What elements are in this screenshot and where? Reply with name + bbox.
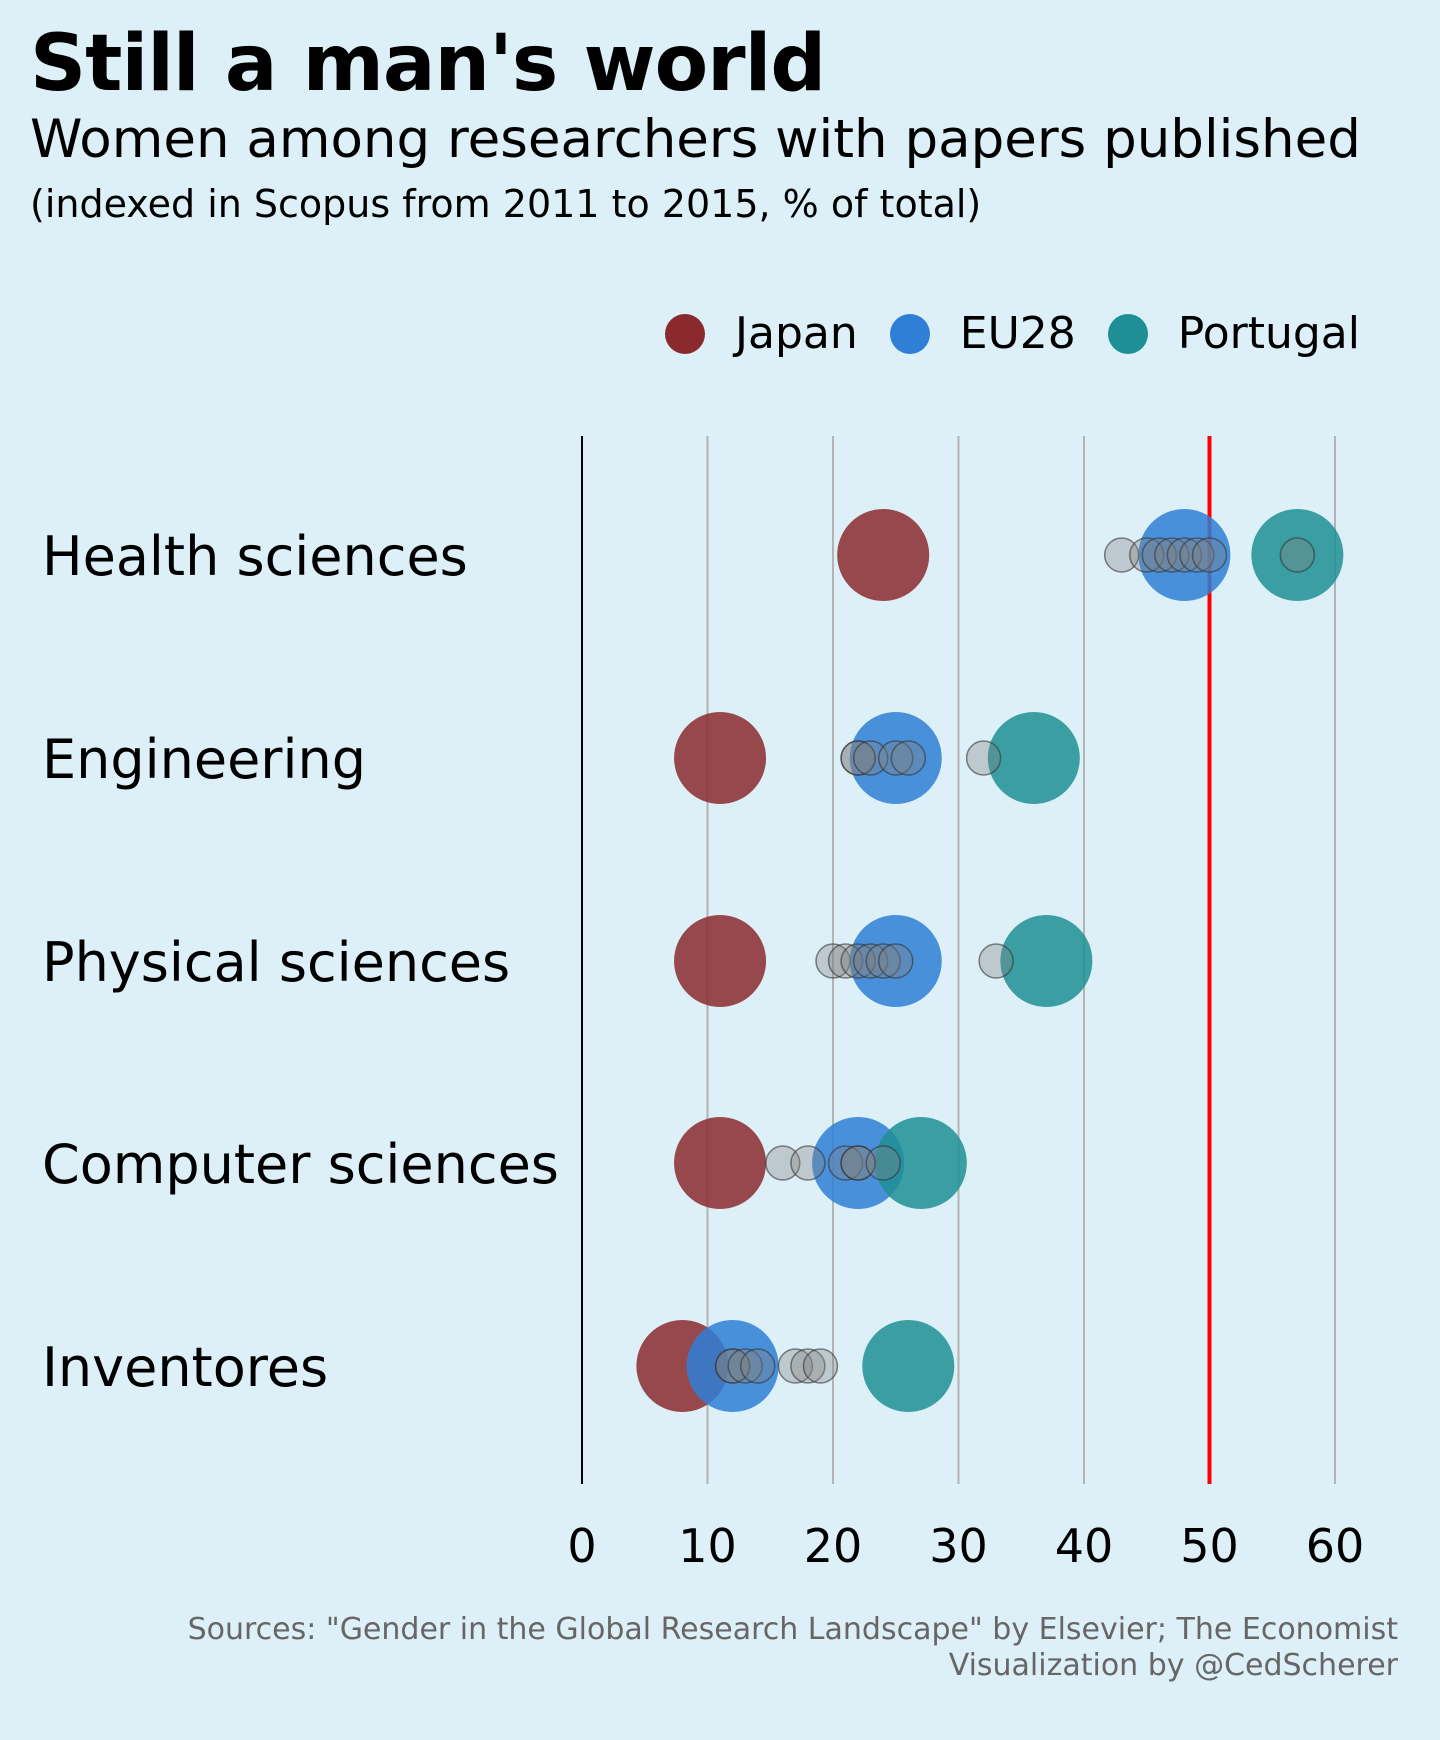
dot-other-3-5 (865, 1145, 901, 1181)
dot-japan-1 (674, 712, 767, 804)
dot-other-0-2 (1141, 537, 1178, 573)
x-tick-label-10: 10 (678, 1519, 737, 1573)
x-tick-label-60: 60 (1306, 1519, 1365, 1573)
dot-other-3-0 (765, 1145, 801, 1181)
dot-eu28-4 (686, 1320, 779, 1412)
dot-other-4-5 (790, 1348, 826, 1384)
dot-other-0-4 (1166, 537, 1203, 573)
dot-portugal-1 (987, 712, 1080, 804)
x-tick-label-0: 0 (567, 1519, 596, 1573)
dot-other-0-3 (1154, 537, 1190, 573)
dot-other-1-5 (965, 740, 1002, 776)
dot-japan-0 (837, 509, 930, 601)
dot-other-4-3 (739, 1348, 776, 1384)
legend-swatch-eu28 (889, 313, 930, 354)
legend-item-eu28: EU28 (889, 308, 1076, 359)
legend-item-japan: Japan (665, 308, 858, 359)
x-tick-label-40: 40 (1055, 1519, 1114, 1573)
dot-chart: 0 10 20 30 40 50 60 Health sciences Engineering P… (42, 436, 1365, 1573)
dot-other-0-0 (1103, 537, 1140, 573)
chart-title: Still a man's world (30, 19, 826, 109)
caption-credit: Visualization by @CedScherer (948, 1648, 1398, 1683)
chart-subtitle: Women among researchers with papers publ… (30, 109, 1361, 170)
x-tick-label-30: 30 (929, 1519, 988, 1573)
category-label-0: Health sciences (42, 525, 468, 588)
dot-other-3-2 (827, 1145, 864, 1181)
dot-other-2-0 (815, 943, 851, 979)
chart-note: (indexed in Scopus from 2011 to 2015, % … (30, 182, 982, 226)
dot-portugal-2 (1000, 915, 1093, 1007)
dot-other-3-1 (790, 1145, 826, 1181)
dot-other-2-4 (865, 943, 901, 979)
dot-portugal-4 (862, 1320, 955, 1412)
dot-other-1-1 (840, 740, 876, 776)
legend-item-portugal: Portugal (1107, 308, 1360, 359)
caption-sources: Sources: "Gender in the Global Research … (187, 1612, 1398, 1647)
dot-other-4-1 (714, 1348, 751, 1384)
legend-swatch-portugal (1107, 313, 1148, 354)
dot-other-4-4 (777, 1348, 814, 1384)
dot-eu28-2 (849, 915, 942, 1007)
dot-portugal-3 (874, 1117, 967, 1209)
dot-other-2-6 (978, 943, 1014, 979)
dot-japan-2 (674, 915, 767, 1007)
caption: Sources: "Gender in the Global Research … (188, 1612, 1398, 1684)
category-label-4: Inventores (42, 1336, 328, 1399)
category-label-3: Computer sciences (42, 1133, 559, 1196)
dot-other-1-3 (878, 740, 914, 776)
legend-label-portugal: Portugal (1177, 308, 1360, 359)
dot-other-0-6 (1191, 537, 1228, 573)
dot-other-1-4 (890, 740, 927, 776)
legend-swatch-japan (665, 313, 706, 354)
legend-label-japan: Japan (735, 308, 858, 359)
dot-other-2-1 (827, 943, 864, 979)
dot-eu28-0 (1138, 509, 1231, 601)
x-tick-label-20: 20 (804, 1519, 863, 1573)
dot-other-2-5 (878, 943, 914, 979)
category-label-1: Engineering (42, 728, 366, 791)
dot-other-0-1 (1129, 537, 1165, 573)
dot-other-4-2 (727, 1348, 763, 1384)
dot-other-0-5 (1179, 537, 1215, 573)
dot-other-2-2 (840, 943, 876, 979)
x-tick-label-50: 50 (1180, 1519, 1239, 1573)
dot-portugal-0 (1251, 509, 1344, 601)
legend-label-eu28: EU28 (959, 308, 1076, 359)
dot-other-4-6 (802, 1348, 839, 1384)
dot-other-0-7 (1279, 537, 1316, 573)
dot-other-3-4 (840, 1145, 876, 1181)
category-label-2: Physical sciences (42, 931, 510, 994)
dot-eu28-1 (849, 712, 942, 804)
dot-other-1-2 (852, 740, 889, 776)
dot-other-2-3 (852, 943, 889, 979)
dot-japan-3 (674, 1117, 767, 1209)
legend: Japan EU28 Portugal (633, 308, 1360, 359)
